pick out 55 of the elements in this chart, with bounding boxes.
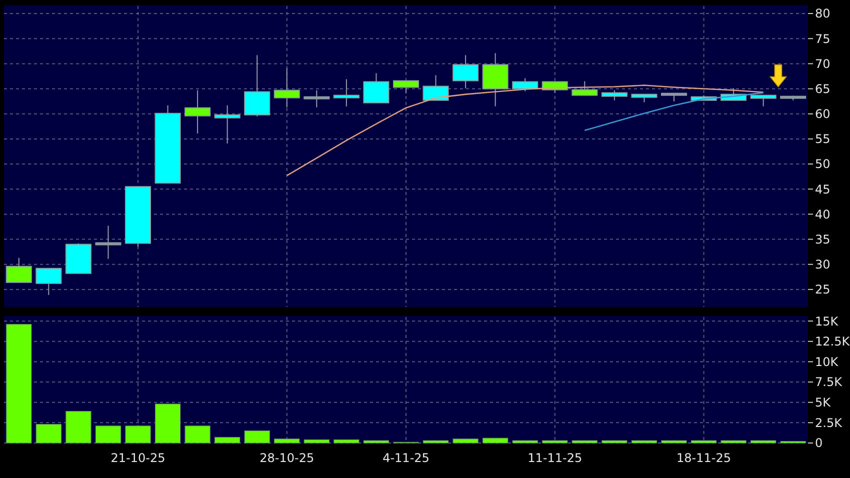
bar	[422, 440, 449, 444]
bar	[363, 440, 390, 444]
bar	[334, 439, 360, 444]
candlestick	[304, 90, 330, 108]
bar	[720, 440, 746, 444]
bar	[184, 426, 210, 444]
bar	[95, 426, 122, 444]
y-tick-label: 5K	[815, 396, 832, 410]
y-tick-label: 80	[815, 6, 830, 21]
y-tick-label: 30	[815, 258, 830, 272]
bar	[602, 440, 628, 444]
bar	[542, 440, 568, 444]
bar	[214, 437, 240, 444]
y-tick-label: 50	[815, 157, 830, 172]
candlestick	[333, 78, 360, 107]
y-tick-label: 10K	[815, 354, 840, 369]
candlestick	[95, 225, 122, 260]
x-tick-label: 21-10-25	[110, 451, 166, 465]
line-series	[584, 92, 764, 132]
y-tick-label: 45	[815, 182, 830, 196]
y-tick-label: 75	[815, 32, 830, 46]
y-tick-label: 35	[815, 232, 830, 246]
bar	[36, 424, 62, 444]
y-tick-label: 12.5K	[815, 334, 850, 349]
bar	[244, 430, 270, 444]
bar	[661, 440, 687, 444]
y-tick-label: 0	[815, 436, 823, 450]
x-tick-label: 4-11-25	[382, 451, 430, 465]
bar	[482, 438, 508, 444]
bar	[154, 404, 181, 444]
y-tick-label: 25	[815, 282, 830, 297]
x-tick-label: 11-11-25	[528, 451, 582, 465]
x-tick-label: 18-11-25	[676, 451, 732, 465]
bar	[452, 438, 478, 444]
y-tick-label: 65	[815, 82, 830, 96]
bar	[6, 324, 32, 444]
bar	[690, 440, 717, 444]
bar	[572, 440, 598, 444]
y-tick-label: 60	[815, 107, 830, 122]
y-tick-label: 40	[815, 207, 830, 222]
bar	[66, 410, 92, 444]
line-series	[286, 84, 764, 176]
y-tick-label: 2.5K	[815, 416, 844, 430]
bar	[512, 440, 538, 444]
bar	[274, 438, 300, 444]
bar	[304, 439, 330, 444]
candlestick	[214, 104, 240, 144]
bar	[125, 426, 151, 444]
y-tick-label: 55	[815, 132, 830, 146]
bar	[750, 440, 776, 444]
y-tick-label: 7.5K	[815, 375, 844, 390]
x-tick-label: 28-10-25	[260, 451, 314, 465]
bar	[631, 440, 658, 444]
y-tick-label: 15K	[815, 314, 840, 328]
y-tick-label: 70	[815, 56, 830, 71]
